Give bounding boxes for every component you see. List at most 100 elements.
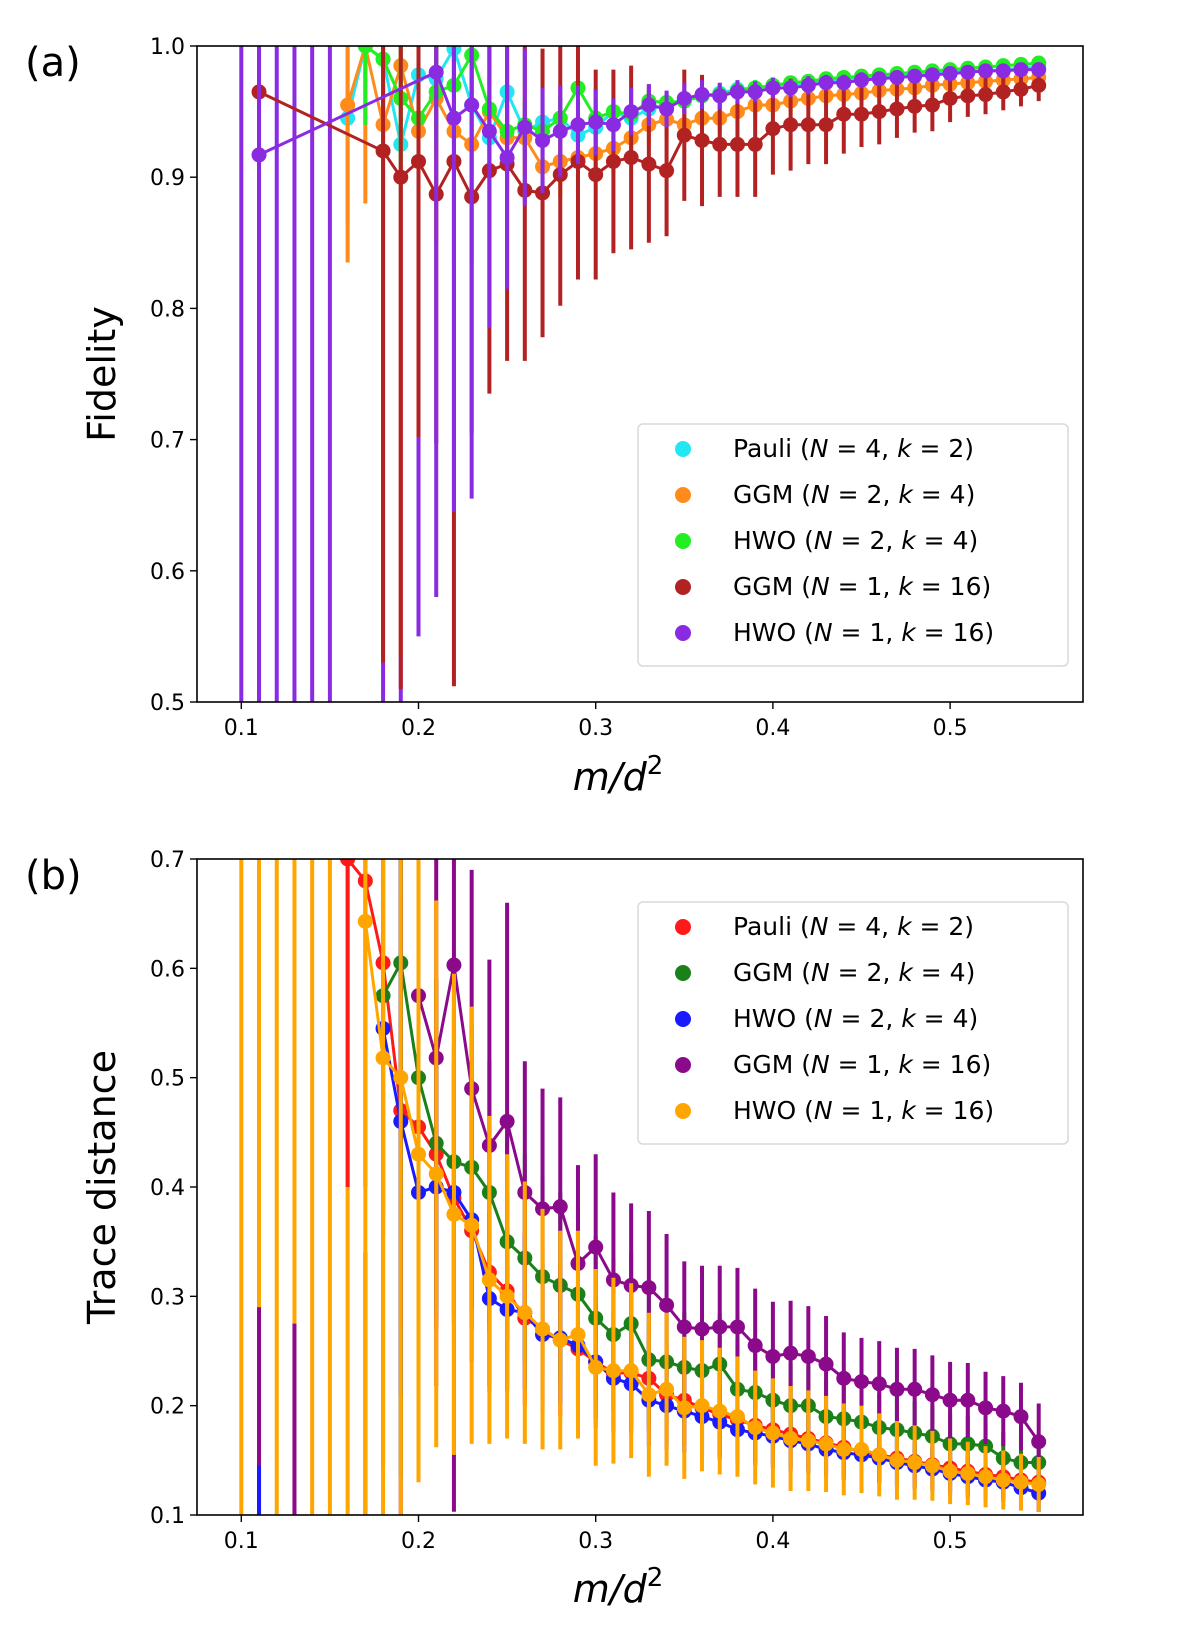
legend-label-part: = 1,	[830, 1050, 899, 1079]
data-point	[978, 1469, 994, 1485]
data-point	[729, 136, 745, 152]
data-point	[570, 1327, 586, 1343]
x-tick-label: 0.3	[578, 716, 613, 741]
y-tick-label: 0.8	[150, 297, 185, 322]
data-point	[836, 1370, 852, 1386]
series-0	[340, 46, 1047, 224]
panel-b: 0.1 0.2 0.3 0.4 0.5 0.1 0.2 0.3 0.4 0.5 0.6 0.7 (b) m…	[25, 848, 1084, 1611]
legend-label-var: k	[898, 480, 914, 509]
series-line	[346, 46, 1039, 169]
data-point	[765, 1348, 781, 1364]
data-point	[712, 1319, 728, 1335]
data-point	[605, 153, 621, 169]
data-point	[907, 68, 923, 84]
data-point	[1031, 62, 1047, 78]
legend-label-part: = 4)	[916, 526, 979, 555]
legend-marker	[675, 441, 691, 457]
data-point	[818, 1356, 834, 1372]
legend-label-part: HWO (	[733, 1004, 814, 1033]
data-point	[854, 72, 869, 88]
legend-label-part: = 2,	[830, 958, 899, 987]
data-point	[375, 1050, 391, 1066]
x-tick-label: 0.1	[224, 1529, 259, 1554]
data-point	[818, 1436, 834, 1452]
data-point	[251, 147, 267, 163]
series-4	[251, 46, 1047, 702]
y-tick-label: 0.6	[150, 957, 185, 982]
data-point	[783, 1345, 799, 1361]
data-point	[871, 71, 887, 87]
data-point	[659, 101, 675, 117]
data-point	[676, 1319, 692, 1335]
data-point	[659, 1381, 675, 1397]
data-point	[747, 136, 763, 152]
y-axis-label: Fidelity	[80, 306, 124, 442]
data-point	[428, 1166, 444, 1182]
data-point	[517, 1305, 533, 1321]
legend-marker	[675, 1103, 691, 1119]
data-point	[765, 80, 781, 96]
legend-marker	[675, 919, 691, 935]
y-tick-label: 0.2	[150, 1395, 185, 1420]
data-point	[535, 132, 551, 148]
data-point	[464, 1217, 480, 1233]
legend-label-part: = 4,	[828, 912, 897, 941]
data-point	[854, 1441, 869, 1457]
data-point	[747, 1420, 763, 1436]
legend-marker	[675, 487, 691, 503]
x-tick-label: 0.2	[401, 716, 436, 741]
data-point	[641, 156, 657, 172]
legend-label-var: N	[811, 480, 830, 509]
legend-label: HWO (N = 2, k = 4)	[733, 526, 978, 555]
data-point	[694, 1321, 710, 1337]
legend-label-var: N	[814, 1096, 833, 1125]
x-axis-label-var: m/d	[573, 755, 648, 799]
legend-label-var: k	[898, 1050, 914, 1079]
data-point	[481, 123, 497, 139]
legend-label-part: Pauli (	[733, 434, 810, 463]
data-point	[393, 169, 409, 185]
legend-label-part: = 2,	[833, 526, 902, 555]
data-point	[783, 80, 799, 96]
data-point	[535, 1321, 551, 1337]
x-tick-label: 0.1	[224, 716, 259, 741]
data-point	[924, 1458, 940, 1474]
data-point	[694, 87, 710, 103]
legend-label-part: = 16)	[913, 1050, 991, 1079]
data-point	[676, 1400, 692, 1416]
data-point	[659, 1297, 675, 1313]
legend-label: Pauli (N = 4, k = 2)	[733, 434, 974, 463]
data-point	[871, 104, 887, 120]
data-point	[446, 110, 462, 126]
legend-label: HWO (N = 1, k = 16)	[733, 1096, 994, 1125]
y-tick-label: 0.5	[150, 691, 185, 716]
data-point	[588, 167, 604, 183]
panel-label: (b)	[25, 853, 82, 899]
y-tick-label: 0.4	[150, 1176, 185, 1201]
data-point	[995, 1403, 1011, 1419]
legend-marker	[675, 579, 691, 595]
data-point	[659, 163, 675, 179]
data-point	[942, 66, 958, 82]
legend-label-part: = 2,	[833, 1004, 902, 1033]
data-point	[481, 1272, 497, 1288]
legend-label-var: N	[814, 526, 833, 555]
data-point	[907, 98, 923, 114]
y-tick-label: 1.0	[150, 35, 185, 60]
plot-area	[239, 859, 1047, 1515]
data-point	[907, 1455, 923, 1471]
legend-label-part: GGM (	[733, 480, 811, 509]
y-tick-label: 0.7	[150, 429, 185, 454]
legend-label-part: GGM (	[733, 1050, 811, 1079]
legend-label: HWO (N = 2, k = 4)	[733, 1004, 978, 1033]
data-point	[995, 63, 1011, 79]
data-point	[800, 117, 816, 133]
legend-label-part: = 16)	[916, 1096, 994, 1125]
legend-label-var: N	[814, 1004, 833, 1033]
data-point	[1013, 1474, 1029, 1490]
legend-label-part: HWO (	[733, 618, 814, 647]
data-point	[712, 1403, 728, 1419]
legend-label-part: = 1,	[833, 1096, 902, 1125]
x-tick-label: 0.3	[578, 1529, 613, 1554]
legend-label-part: GGM (	[733, 572, 811, 601]
